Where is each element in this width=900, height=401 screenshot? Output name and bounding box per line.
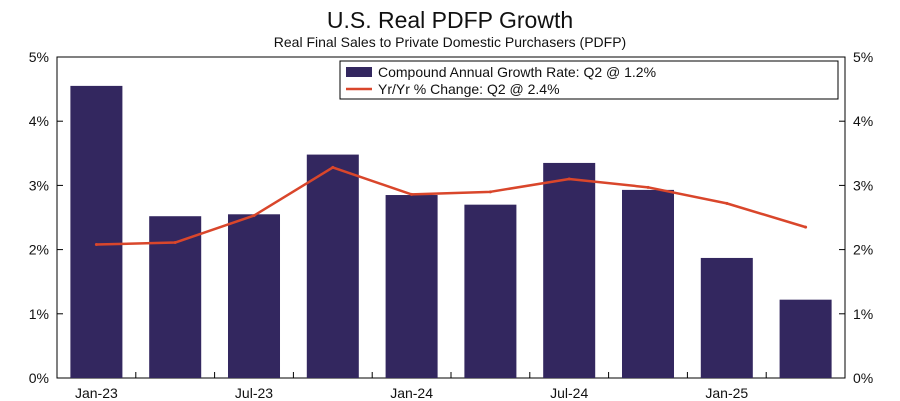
x-tick-label: Jan-23 [75,385,118,401]
legend-line-label: Yr/Yr % Change: Q2 @ 2.4% [378,81,560,97]
bar [700,257,753,378]
y-axis-right: 0% 1% 2% 3% 4% 5% [839,49,873,386]
x-tick-label: Jul-23 [235,385,273,401]
legend: Compound Annual Growth Rate: Q2 @ 1.2% Y… [339,60,839,100]
y-tick-label-right: 0% [853,370,873,386]
bar [149,216,202,378]
bar-series [70,85,832,378]
y-tick-label-left: 3% [29,177,49,193]
legend-box [339,60,839,100]
line-point [488,190,492,194]
bar [779,299,832,378]
line-point [410,192,414,196]
line-point [725,201,729,205]
line-point [94,242,98,246]
x-tick-label: Jan-25 [705,385,748,401]
line-point [331,165,335,169]
chart-title: U.S. Real PDFP Growth [327,7,573,33]
line-path [96,166,806,246]
x-tick-label: Jan-24 [390,385,433,401]
y-tick-label-right: 2% [853,242,873,258]
line-point [252,214,256,218]
line-series [94,165,808,246]
y-tick-label-left: 1% [29,306,49,322]
bar [70,85,123,378]
y-tick-label-right: 5% [853,49,873,65]
y-tick-label-left: 4% [29,113,49,129]
x-axis: Jan-23 Jul-23 Jan-24 Jul-24 Jan-25 [56,372,846,401]
line-point [646,185,650,189]
bar [227,214,281,378]
legend-bar-label: Compound Annual Growth Rate: Q2 @ 1.2% [378,64,656,80]
line-point [173,241,177,245]
y-tick-label-right: 4% [853,113,873,129]
chart-subtitle: Real Final Sales to Private Domestic Pur… [274,34,626,50]
bar [543,162,596,378]
y-tick-label-left: 0% [29,370,49,386]
y-tick-label-right: 1% [853,306,873,322]
legend-bar-swatch [346,67,372,77]
y-tick-label-left: 5% [29,49,49,65]
y-tick-label-left: 2% [29,242,49,258]
bar [306,154,359,378]
y-tick-label-right: 3% [853,177,873,193]
y-axis-left: 0% 1% 2% 3% 4% 5% [29,49,63,386]
bar [385,195,438,378]
x-tick-label: Jul-24 [550,385,588,401]
line-point [567,177,571,181]
bar [464,204,517,378]
line-point [804,225,808,229]
bar [621,189,675,378]
